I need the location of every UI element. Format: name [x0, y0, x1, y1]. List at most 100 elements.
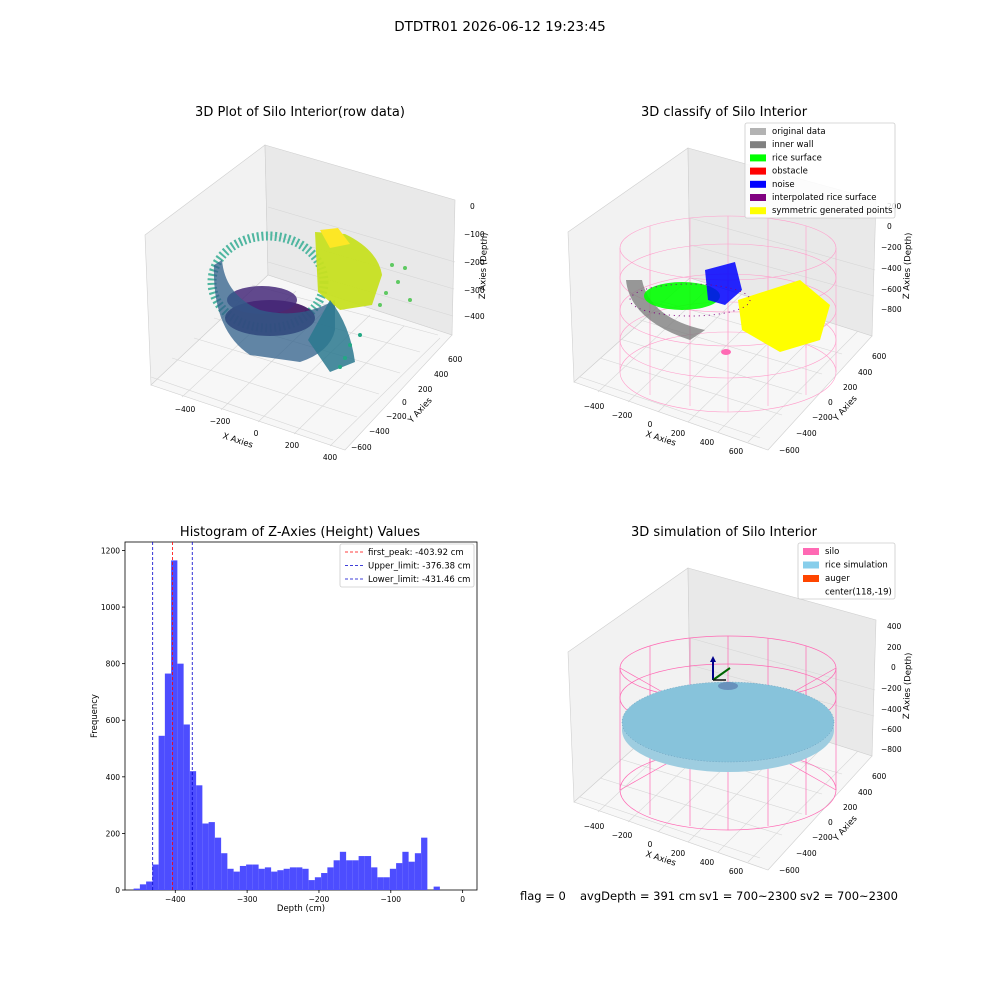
panel-3d-classify-points: [619, 215, 837, 413]
y-tick: 200: [843, 803, 858, 812]
histogram-bar: [246, 864, 253, 890]
panel-3d-classify-title: 3D classify of Silo Interior: [641, 105, 808, 120]
x-tick: 400: [700, 438, 715, 447]
histogram-bar: [208, 822, 215, 890]
histogram-bar: [302, 868, 309, 890]
y-tick: 0: [402, 398, 407, 407]
y-tick-label: 200: [106, 829, 121, 838]
histogram-bar: [233, 871, 240, 890]
y-tick: 600: [448, 355, 463, 364]
z-tick: −200: [464, 258, 485, 267]
histogram-bar: [152, 864, 159, 890]
x-tick-label: −200: [309, 895, 330, 904]
legend-label: inner wall: [772, 140, 813, 150]
y-axis-label: Y Axies: [831, 813, 860, 844]
legend-label: symmetric generated points: [772, 206, 893, 216]
z-tick: −200: [881, 243, 902, 252]
panel-3d-raw-points: [207, 228, 412, 372]
histogram-x-ticks: −400 −300 −200 −100 0: [165, 890, 465, 904]
x-tick: 400: [323, 453, 338, 462]
histogram-bar: [146, 881, 153, 890]
histogram-bar: [283, 868, 290, 890]
legend-label: original data: [772, 127, 826, 137]
panel-3d-simulation-legend: silo rice simulation auger center(118,-19): [797, 542, 896, 600]
y-tick: 600: [872, 772, 887, 781]
y-tick: 200: [843, 383, 858, 392]
y-tick: −200: [812, 413, 833, 422]
x-tick: 200: [285, 441, 300, 450]
y-tick: −600: [779, 866, 800, 875]
y-tick-label: 1000: [101, 603, 120, 612]
x-tick: −400: [584, 402, 605, 411]
y-axis-label: Y Axies: [406, 395, 435, 426]
z-tick: −800: [881, 745, 902, 754]
x-axis-label: X Axies: [221, 431, 254, 450]
footer-avg-depth: avgDepth = 391 cm: [580, 889, 696, 903]
y-tick: −200: [386, 412, 407, 421]
histogram-bar: [183, 724, 190, 890]
histogram-bar: [133, 888, 140, 890]
histogram-bar: [296, 867, 303, 890]
panel-3d-raw: 3D Plot of Silo Interior(row data): [144, 105, 490, 462]
z-axis-label: Z Axies (Depth): [902, 652, 914, 719]
legend-label: rice surface: [772, 153, 822, 163]
legend-label: interpolated rice surface: [772, 193, 877, 203]
histogram-bar: [371, 867, 378, 890]
x-tick: 0: [648, 420, 653, 429]
x-tick: 0: [648, 840, 653, 849]
histogram-bar: [358, 856, 365, 890]
y-tick: −400: [796, 849, 817, 858]
histogram-bar: [221, 853, 228, 890]
x-tick-label: −100: [380, 895, 401, 904]
histogram-bar: [402, 851, 409, 890]
histogram-bar: [308, 880, 315, 890]
panel-3d-simulation: 3D simulation of Silo Interior: [567, 525, 914, 876]
x-tick: 200: [671, 429, 686, 438]
x-tick: 600: [729, 447, 744, 456]
histogram-vlines: [152, 542, 193, 890]
x-tick: 400: [700, 858, 715, 867]
y-tick: −200: [812, 833, 833, 842]
y-tick-label: 800: [106, 660, 121, 669]
z-tick: 0: [470, 202, 475, 211]
y-axis-label: Y Axies: [831, 393, 860, 424]
panel-histogram-title: Histogram of Z-Axies (Height) Values: [180, 525, 420, 540]
histogram-bar: [277, 870, 284, 890]
x-tick: 200: [671, 849, 686, 858]
y-tick-label: 1200: [101, 546, 120, 555]
histogram-bar: [433, 886, 440, 890]
z-tick: −800: [881, 305, 902, 314]
histogram-bar: [164, 673, 172, 890]
y-tick: −400: [796, 429, 817, 438]
legend-label: first_peak: -403.92 cm: [368, 548, 464, 558]
histogram-bar: [214, 837, 222, 890]
z-tick: 0: [891, 663, 896, 672]
y-tick: −400: [369, 427, 390, 436]
histogram-bar: [271, 871, 278, 890]
z-axis-label: Z Axies (Depth): [902, 232, 914, 299]
x-tick: −400: [584, 822, 605, 831]
histogram-y-label: Frequency: [90, 694, 100, 738]
legend-swatch: [750, 141, 766, 149]
figure-suptitle: DTDTR01 2026-06-12 19:23:45: [394, 19, 606, 35]
histogram-bar: [227, 868, 234, 890]
histogram-bar: [333, 860, 340, 890]
z-tick: −600: [881, 725, 902, 734]
legend-label: noise: [772, 180, 795, 190]
histogram-legend: first_peak: -403.92 cm Upper_limit: -376.…: [339, 543, 475, 588]
panel-3d-classify: 3D classify of Silo Interior: [567, 105, 914, 456]
z-tick: −300: [464, 286, 485, 295]
footer-sv2: sv2 = 700~2300: [800, 889, 898, 903]
y-tick: 600: [872, 352, 887, 361]
histogram-bar: [339, 851, 347, 890]
legend-label: silo: [825, 547, 839, 557]
histogram-bar: [377, 877, 384, 890]
z-tick: −600: [881, 285, 902, 294]
y-tick: 400: [858, 788, 873, 797]
legend-label: Upper_limit: -376.38 cm: [368, 562, 471, 572]
histogram-bar: [196, 785, 203, 890]
legend-swatch: [803, 575, 819, 582]
histogram-bar: [202, 823, 209, 890]
legend-swatch: [750, 194, 766, 201]
